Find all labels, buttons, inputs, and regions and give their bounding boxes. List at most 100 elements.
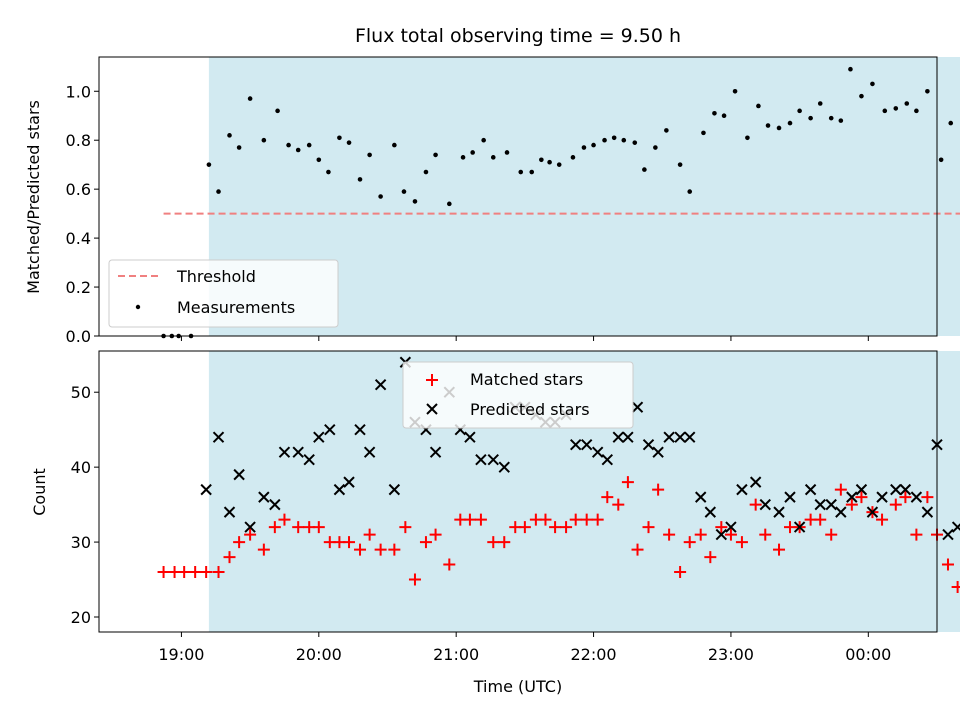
matched-star-point [569, 513, 582, 526]
x-tick-label: 19:00 [158, 645, 204, 664]
matched-star-point [941, 558, 954, 571]
y-tick-label: 0.2 [66, 278, 91, 297]
measurement-point [611, 135, 617, 141]
predicted-star-point [200, 483, 212, 496]
matched-star-point [951, 581, 960, 594]
bottom-y-axis-label: Count [30, 468, 49, 516]
measurement-point [346, 140, 352, 145]
measurement-point [447, 201, 452, 207]
measurement-point [621, 137, 627, 143]
predicted-star-point [759, 498, 771, 511]
predicted-star-point [487, 453, 499, 466]
matched-star-point [889, 498, 902, 511]
measurement-point [247, 96, 253, 101]
matched-star-point [223, 551, 236, 564]
predicted-star-point [429, 446, 442, 458]
matched-star-point [663, 528, 676, 541]
measurement-point [838, 118, 844, 123]
measurement-point [870, 81, 875, 87]
top-panel: 0.0 0.2 0.4 0.6 0.8 1.0 Matched/Predicted sta… [24, 56, 960, 346]
measurement-point [206, 162, 212, 167]
matched-star-point [343, 536, 356, 549]
matched-star-point [724, 528, 737, 541]
matched-star-point [683, 536, 696, 549]
matched-star-point [612, 498, 625, 511]
predicted-star-point [631, 401, 644, 413]
predicted-star-point [866, 506, 879, 518]
measurement-point [797, 108, 802, 114]
matched-star-point [474, 513, 487, 526]
predicted-star-point [388, 483, 401, 496]
matched-star-point [443, 558, 456, 571]
measurement-point [470, 150, 475, 155]
predicted-star-point [258, 491, 270, 503]
measurement-point [433, 152, 438, 158]
y-tick-label: 0.8 [66, 131, 91, 150]
measurement-point [556, 162, 562, 167]
predicted-star-point [890, 483, 902, 496]
matched-star-point [408, 573, 421, 586]
measurement-point [261, 137, 267, 143]
predicted-star-point [793, 521, 806, 533]
measurement-point [745, 135, 750, 141]
measurement-point [286, 142, 291, 148]
predicted-star-point [354, 423, 366, 436]
matched-star-point [921, 491, 934, 504]
matched-star-point [749, 498, 762, 511]
x-tick-label: 20:00 [296, 645, 342, 664]
measurement-point [765, 123, 771, 128]
matched-star-point [399, 521, 412, 534]
measurement-point [367, 152, 372, 158]
y-tick-label: 40 [71, 458, 91, 477]
predicted-star-point [942, 528, 954, 541]
predicted-star-point [313, 431, 325, 443]
measurement-point [859, 93, 864, 99]
measurement-point [642, 167, 647, 172]
legend-measurement-swatch [135, 304, 141, 310]
predicted-star-point [278, 446, 291, 458]
measurement-point [357, 177, 363, 182]
matched-star-point [463, 513, 476, 526]
top-y-axis-label: Matched/Predicted stars [24, 100, 43, 294]
predicted-star-point [804, 483, 817, 496]
matched-star-point [244, 528, 257, 541]
matched-star-point [233, 536, 246, 549]
matched-star-point [157, 566, 170, 579]
matched-star-point [759, 528, 772, 541]
matched-star-point [773, 543, 786, 556]
predicted-star-point [921, 506, 934, 518]
matched-star-point [257, 543, 270, 556]
matched-star-point [189, 566, 202, 579]
measurement-point [632, 140, 638, 145]
measurement-point [236, 145, 242, 150]
predicted-star-point [663, 431, 675, 443]
matched-star-point [560, 521, 573, 534]
matched-star-point [363, 528, 376, 541]
y-tick-label: 30 [71, 533, 91, 552]
top-x-ticks [180, 336, 869, 341]
predicted-star-point [846, 491, 858, 503]
predicted-star-point [652, 446, 664, 458]
measurement-point [275, 108, 280, 114]
measurement-point [687, 189, 693, 194]
predicted-star-point [899, 483, 912, 496]
measurement-point [423, 169, 429, 175]
measurement-point [326, 169, 331, 175]
matched-star-point [601, 491, 614, 504]
measurement-point [787, 120, 793, 126]
matched-star-point [498, 536, 511, 549]
matched-star-point [429, 528, 442, 541]
top-plot-frame [98, 56, 938, 337]
matched-star-point [704, 551, 717, 564]
predicted-star-point [876, 491, 888, 503]
matched-star-points [157, 476, 960, 594]
legend-predicted-swatch [426, 403, 438, 415]
measurement-point [914, 108, 919, 114]
predicted-star-point [475, 453, 487, 466]
measurement-point [529, 169, 535, 175]
predicted-star-point [695, 491, 707, 503]
predicted-star-point [580, 438, 593, 451]
predicted-star-point [684, 431, 696, 443]
x-tick-label: 00:00 [845, 645, 891, 664]
